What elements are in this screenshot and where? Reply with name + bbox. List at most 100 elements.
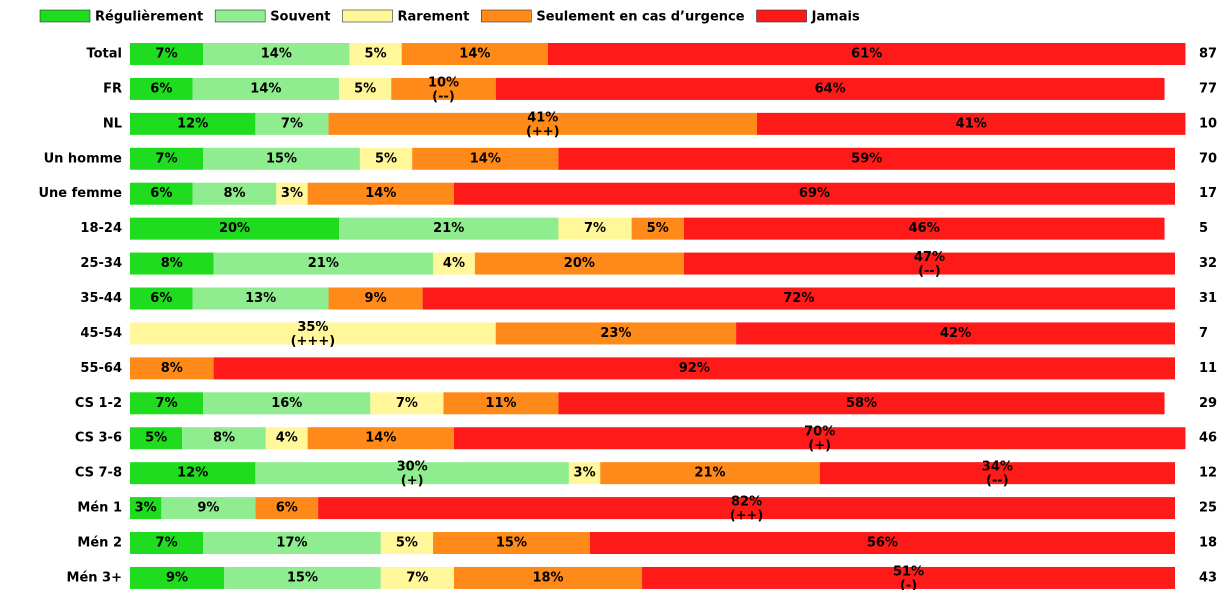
value-label: 92% — [679, 361, 710, 376]
value-label: 7% — [156, 47, 178, 62]
bar-segment — [182, 427, 266, 450]
category-label: 35-44 — [80, 291, 122, 306]
count-label: 17 — [1199, 186, 1217, 201]
bar-segment — [600, 462, 820, 485]
value-label: 58% — [846, 396, 877, 411]
bar-segment — [192, 77, 339, 100]
value-label: 21% — [308, 256, 339, 271]
bar-segment — [495, 322, 737, 345]
significance-note: (--) — [432, 89, 455, 104]
bar-segment — [328, 112, 757, 135]
bar-segment — [130, 112, 256, 135]
bar-segment — [339, 77, 392, 100]
count-label: 31 — [1199, 291, 1217, 306]
value-label: 6% — [150, 291, 172, 306]
bar-segment — [631, 217, 684, 240]
bar-segment — [130, 182, 193, 205]
value-label: 7% — [156, 151, 178, 166]
bar-segment — [276, 182, 308, 205]
value-label: 18% — [532, 570, 563, 585]
bar-segment — [349, 43, 402, 65]
bar-segment — [642, 566, 1175, 589]
bar-segment — [318, 497, 1176, 520]
bar-segment — [589, 532, 1175, 555]
count-label: 46 — [1199, 431, 1217, 446]
category-label: 55-64 — [80, 361, 122, 376]
value-label: 4% — [443, 256, 465, 271]
value-label: 5% — [375, 151, 397, 166]
bar-segment — [495, 77, 1165, 100]
count-label: 43 — [1199, 570, 1217, 585]
bar-segment — [203, 147, 360, 170]
bar-segment — [307, 182, 454, 205]
value-label: 14% — [250, 81, 281, 96]
count-label: 29 — [1199, 396, 1217, 411]
bar-segment — [819, 462, 1175, 485]
value-label: 14% — [261, 47, 292, 62]
bar-segment — [568, 462, 601, 485]
bar-segment — [130, 147, 204, 170]
count-label: 11 — [1199, 361, 1217, 376]
bar-segment — [192, 182, 277, 205]
bar-segment — [558, 147, 1175, 170]
count-label: 25 — [1199, 501, 1217, 516]
bar-segment — [328, 287, 423, 310]
category-label: FR — [103, 81, 122, 96]
bar-segment — [558, 217, 632, 240]
value-label: 16% — [271, 396, 302, 411]
bar-segment — [474, 252, 684, 275]
value-label: 3% — [281, 186, 303, 201]
category-label: 45-54 — [80, 326, 122, 341]
bar-segment — [757, 112, 1186, 135]
bar-segment — [380, 566, 454, 589]
value-label: 12% — [177, 116, 208, 131]
value-label: 13% — [245, 291, 276, 306]
bar-segment — [401, 43, 548, 65]
value-label: 20% — [564, 256, 595, 271]
significance-note: (--) — [986, 474, 1009, 489]
bar-segment — [683, 252, 1175, 275]
legend-swatch — [756, 9, 807, 23]
value-label: 8% — [161, 361, 183, 376]
value-label: 42% — [940, 326, 971, 341]
significance-note: (--) — [918, 264, 941, 279]
bar-segment — [548, 43, 1186, 65]
value-label: 34% — [982, 460, 1013, 475]
bar-segment — [213, 357, 1176, 380]
bar-segment — [412, 147, 559, 170]
bar-segment — [203, 532, 381, 555]
bar-segment — [453, 427, 1186, 450]
value-label: 15% — [266, 151, 297, 166]
category-label: Mén 3+ — [67, 570, 122, 585]
value-label: 69% — [799, 186, 830, 201]
value-label: 35% — [297, 320, 328, 335]
bar-segment — [359, 147, 413, 170]
value-label: 61% — [851, 47, 882, 62]
value-label: 30% — [397, 460, 428, 475]
value-label: 7% — [584, 221, 606, 236]
value-label: 17% — [276, 536, 307, 551]
bar-segment — [683, 217, 1165, 240]
value-label: 59% — [851, 151, 882, 166]
value-label: 82% — [731, 495, 762, 510]
bar-segment — [130, 217, 339, 240]
bar-segment — [130, 427, 183, 450]
value-label: 5% — [647, 221, 669, 236]
category-label: Mén 2 — [77, 536, 122, 551]
count-label: 18 — [1199, 536, 1217, 551]
bar-segment — [453, 566, 643, 589]
value-label: 14% — [365, 431, 396, 446]
legend-label: Souvent — [270, 10, 330, 25]
significance-note: (+) — [401, 474, 424, 489]
bar-segment — [433, 532, 590, 555]
value-label: 9% — [166, 570, 188, 585]
value-label: 7% — [281, 116, 303, 131]
value-label: 5% — [145, 431, 167, 446]
legend-swatch — [481, 9, 532, 23]
category-label: Une femme — [38, 186, 122, 201]
count-label: 10 — [1199, 116, 1217, 131]
bar-segment — [422, 287, 1176, 310]
value-label: 14% — [365, 186, 396, 201]
category-label: Mén 1 — [77, 501, 122, 516]
bar-segment — [213, 252, 434, 275]
